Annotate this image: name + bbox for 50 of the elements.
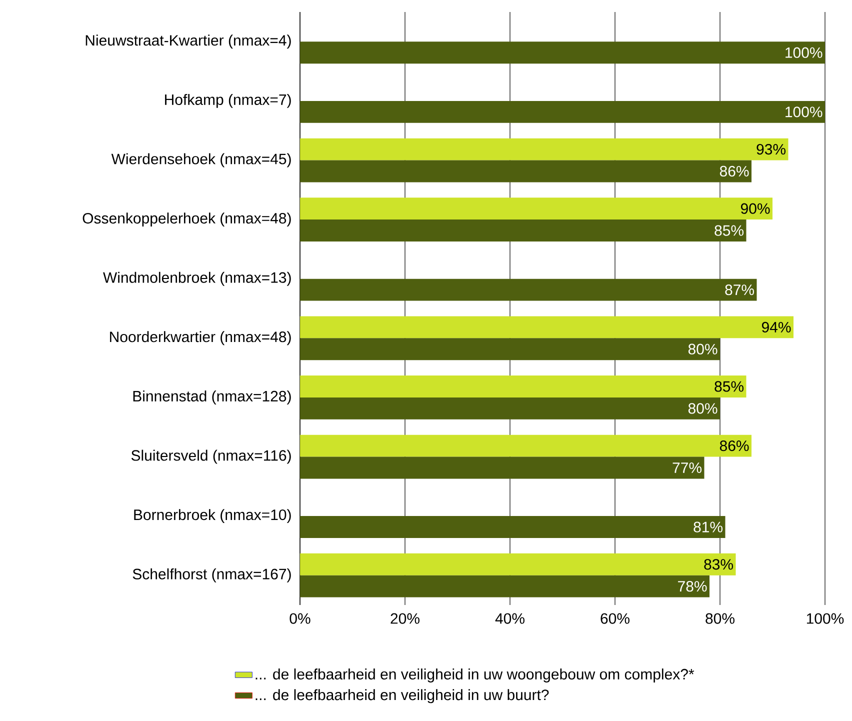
x-tick-label: 60% [600,613,630,624]
data-label: 85% [714,381,744,392]
y-tick-label: Wierdensehoek (nmax=45) [111,153,291,168]
y-tick-label: Binnenstad (nmax=128) [133,390,291,404]
data-label: 81% [694,522,723,532]
bar [300,198,773,220]
bar [300,376,746,398]
x-tick-label: 40% [495,613,524,624]
data-label: 86% [720,166,749,177]
bar [300,100,826,123]
bar [300,553,736,576]
y-tick-label: Schelfhorst (nmax=167) [132,568,291,582]
y-tick-label: Sluitersveld (nmax=116) [131,450,291,464]
x-tick-label: 100% [806,613,844,624]
data-label: 100% [786,47,822,58]
data-label: 77% [672,462,702,473]
y-tick-label: Hofkamp (nmax=7) [165,94,291,108]
bar [300,397,720,420]
legend-label: ... de leefbaarheid en veiligheid in uw woongebouw om complex?* [256,668,694,682]
bar [300,316,794,338]
data-label: 90% [740,203,770,214]
data-label: 87% [725,284,754,296]
data-label: 85% [714,225,744,236]
legend-label: ... de leefbaarheid en veiligheid in uw buurt? [256,689,549,704]
bar [300,160,752,182]
bar [300,456,704,479]
data-label: 94% [762,322,791,332]
bar [300,575,710,598]
bar [300,338,720,360]
x-tick-label: 80% [706,613,734,624]
x-tick-label: 0% [290,613,310,624]
data-label: 83% [704,559,734,570]
data-label: 100% [786,106,822,118]
bar [300,220,746,242]
data-label: 86% [720,440,749,452]
y-tick-label: Ossenkoppelerhoek (nmax=48) [82,212,291,227]
bar [300,434,752,457]
y-tick-label: Bornerbroek (nmax=10) [134,509,291,524]
bar [300,42,826,64]
x-tick-label: 20% [390,613,420,624]
data-label: 80% [688,344,718,354]
bar [300,138,788,160]
data-label: 78% [678,581,707,592]
y-tick-label: Noorderkwartier (nmax=48) [110,331,291,346]
y-tick-label: Windmolenbroek (nmax=13) [103,272,291,286]
data-label: 80% [688,403,718,414]
bar [300,516,726,538]
data-label: 93% [756,144,786,155]
bar [300,278,757,301]
y-tick-label: Nieuwstraat-Kwartier (nmax=4) [86,34,291,49]
